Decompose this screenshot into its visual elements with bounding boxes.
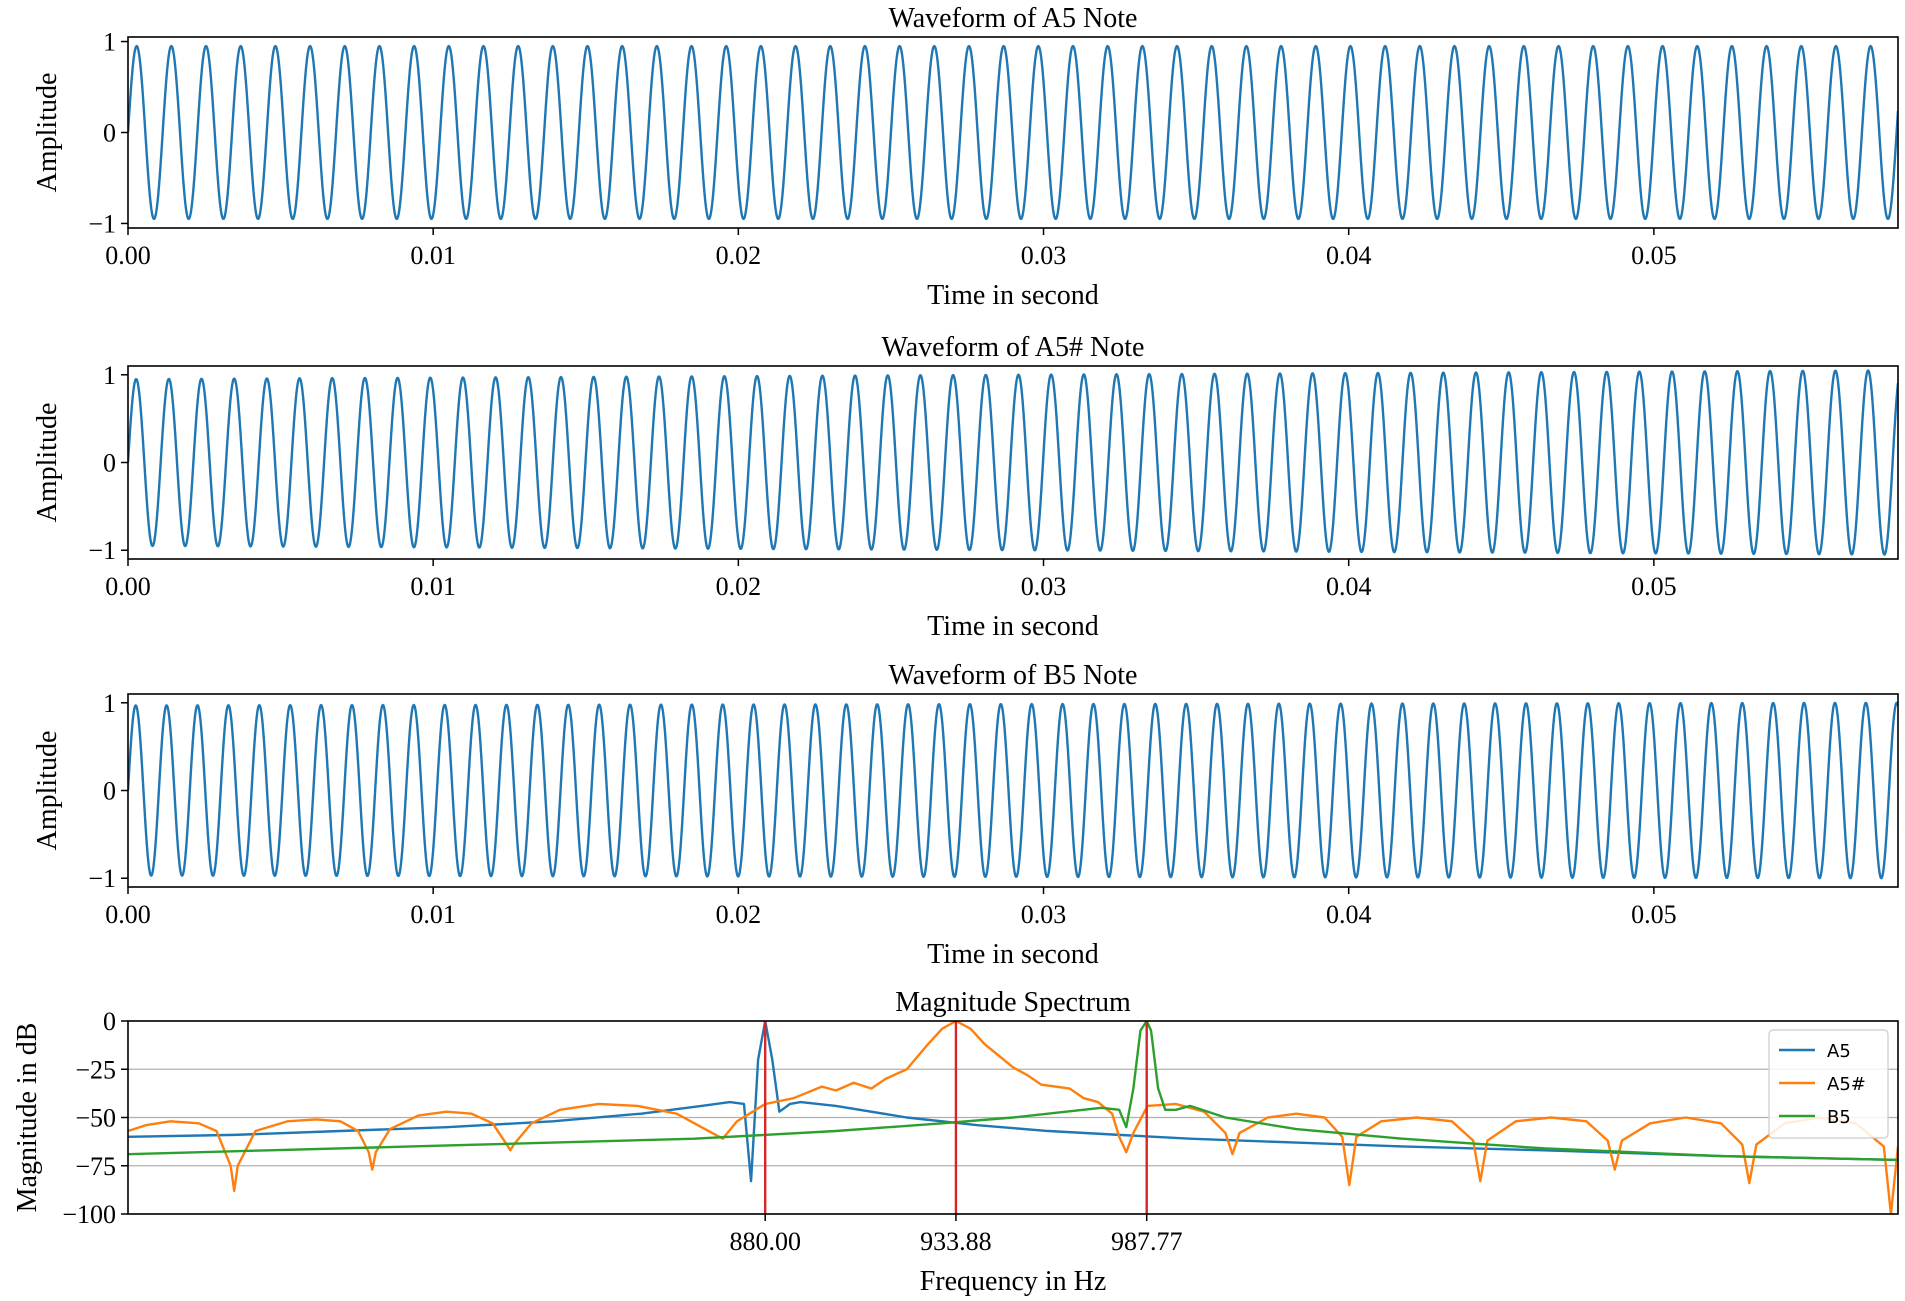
y-axis-label: Amplitude [32,731,63,851]
y-tick-label: −1 [88,864,116,893]
x-tick-label: 0.04 [1326,241,1372,270]
panel-4: Magnitude Spectrum 880.00 933.88 987.77 0 −25… [12,987,1899,1297]
panel-1: Waveform of A5 Note 0.00 0.01 0.02 0.03 0.04 0… [32,3,1899,311]
y-tick-label: −50 [75,1104,116,1133]
x-tick-label: 0.03 [1021,900,1067,929]
legend-label-B5: B5 [1827,1107,1851,1128]
chart-title: Waveform of A5# Note [882,332,1145,363]
axes-frame [127,365,1899,560]
x-tick-label: 0.01 [410,572,456,601]
series-line-A5 [128,1021,1898,1183]
x-axis-label: Time in second [927,611,1099,642]
x-tick-label: 0.03 [1021,241,1067,270]
legend-box [1768,1029,1889,1139]
chart-title: Magnitude Spectrum [895,987,1131,1018]
y-tick-label: −25 [75,1055,116,1084]
x-tick-label: 987.77 [1111,1227,1183,1256]
series-line-A5# [128,369,1898,556]
series-line-B5 [128,1021,1898,1162]
x-tick-label: 0.00 [105,900,151,929]
chart-title: Waveform of B5 Note [889,660,1138,691]
x-tick-label: 0.01 [410,900,456,929]
chart-title: Waveform of A5 Note [889,3,1138,34]
y-tick-label: 0 [103,777,116,806]
x-tick-label: 0.03 [1021,572,1067,601]
y-axis-label: Amplitude [32,73,63,193]
x-axis-label: Frequency in Hz [920,1266,1107,1297]
series-line-A5 [128,44,1898,221]
x-tick-label: 880.00 [729,1227,801,1256]
x-tick-label: 0.02 [716,900,762,929]
x-tick-label: 933.88 [920,1227,992,1256]
x-tick-label: 0.05 [1631,900,1677,929]
x-tick-label: 0.01 [410,241,456,270]
x-tick-label: 0.04 [1326,900,1372,929]
axes-frame [127,36,1899,229]
y-tick-label: −1 [88,209,116,238]
panel-3: Waveform of B5 Note 0.00 0.01 0.02 0.03 0.04 0… [32,660,1899,970]
legend: A5 A5# B5 [1768,1029,1889,1139]
y-tick-label: 1 [103,28,116,57]
series-line-A5# [128,1021,1898,1214]
x-axis-label: Time in second [927,280,1099,311]
legend-label-A5: A5 [1827,1041,1851,1062]
y-tick-label: 0 [103,449,116,478]
axes-frame [127,1020,1899,1215]
x-tick-label: 0.05 [1631,572,1677,601]
x-axis-label: Time in second [927,939,1099,970]
y-tick-label: 1 [103,689,116,718]
axes-frame [127,693,1899,888]
series-line-B5 [128,701,1898,880]
y-tick-label: 0 [103,119,116,148]
legend-label-A5#: A5# [1827,1074,1866,1095]
y-axis-label: Magnitude in dB [12,1023,43,1213]
x-tick-label: 0.05 [1631,241,1677,270]
x-tick-label: 0.02 [716,572,762,601]
y-tick-label: −1 [88,536,116,565]
x-tick-label: 0.00 [105,572,151,601]
y-tick-label: 1 [103,361,116,390]
x-tick-label: 0.02 [716,241,762,270]
panel-2: Waveform of A5# Note 0.00 0.01 0.02 0.03 0.04… [32,332,1899,642]
x-tick-label: 0.00 [105,241,151,270]
y-tick-label: −75 [75,1152,116,1181]
y-tick-label: −100 [62,1200,116,1229]
x-tick-label: 0.04 [1326,572,1372,601]
y-axis-label: Amplitude [32,403,63,523]
y-tick-label: 0 [103,1007,116,1036]
